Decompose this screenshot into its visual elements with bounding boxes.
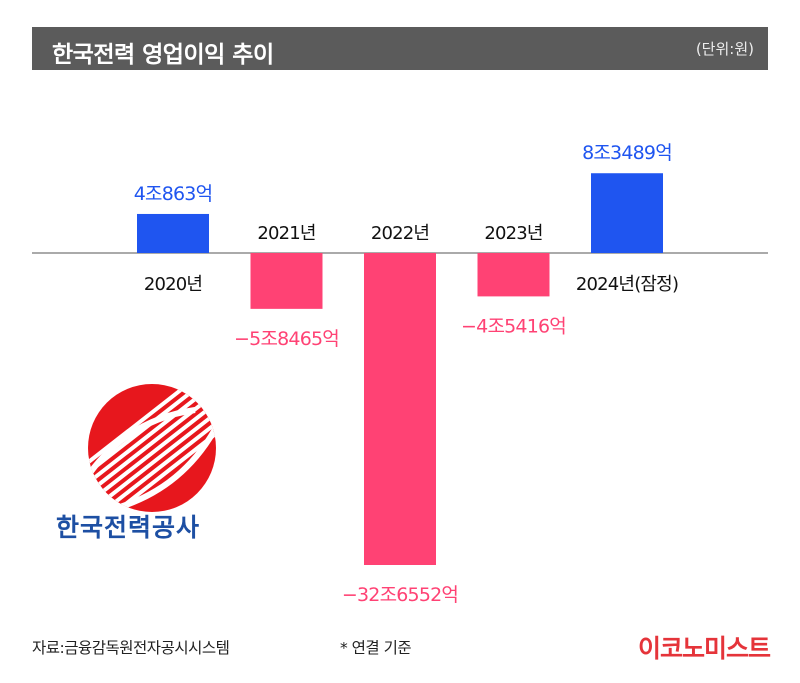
brand-logo: 이코노미스트 bbox=[637, 634, 771, 663]
category-label-3: 2023년 bbox=[484, 223, 542, 244]
value-label-2: −32조6552억 bbox=[342, 584, 458, 606]
bar-3 bbox=[477, 253, 550, 297]
category-label-2: 2022년 bbox=[371, 223, 429, 244]
category-label-1: 2021년 bbox=[257, 223, 315, 244]
kepco-logo-icon bbox=[88, 384, 216, 512]
logo-text: 한국전력공사 bbox=[56, 513, 201, 542]
title-bar: 한국전력 영업이익 추이 (단위:원) bbox=[32, 27, 768, 70]
value-label-0: 4조863억 bbox=[134, 183, 213, 205]
bar-2 bbox=[364, 253, 436, 565]
source-note: 자료:금융감독원전자공시시스템 bbox=[32, 639, 230, 657]
bar-4 bbox=[591, 173, 663, 253]
bar-0 bbox=[137, 213, 209, 253]
category-label-0: 2020년 bbox=[144, 274, 202, 295]
basis-note: * 연결 기준 bbox=[340, 639, 412, 657]
unit-label: (단위:원) bbox=[695, 40, 754, 58]
value-label-1: −5조8465억 bbox=[234, 328, 339, 350]
chart-title: 한국전력 영업이익 추이 bbox=[52, 42, 274, 68]
category-label-4: 2024년(잠정) bbox=[576, 274, 678, 295]
value-label-4: 8조3489억 bbox=[582, 142, 672, 164]
value-label-3: −4조5416억 bbox=[461, 315, 566, 337]
bar-1 bbox=[250, 253, 323, 309]
